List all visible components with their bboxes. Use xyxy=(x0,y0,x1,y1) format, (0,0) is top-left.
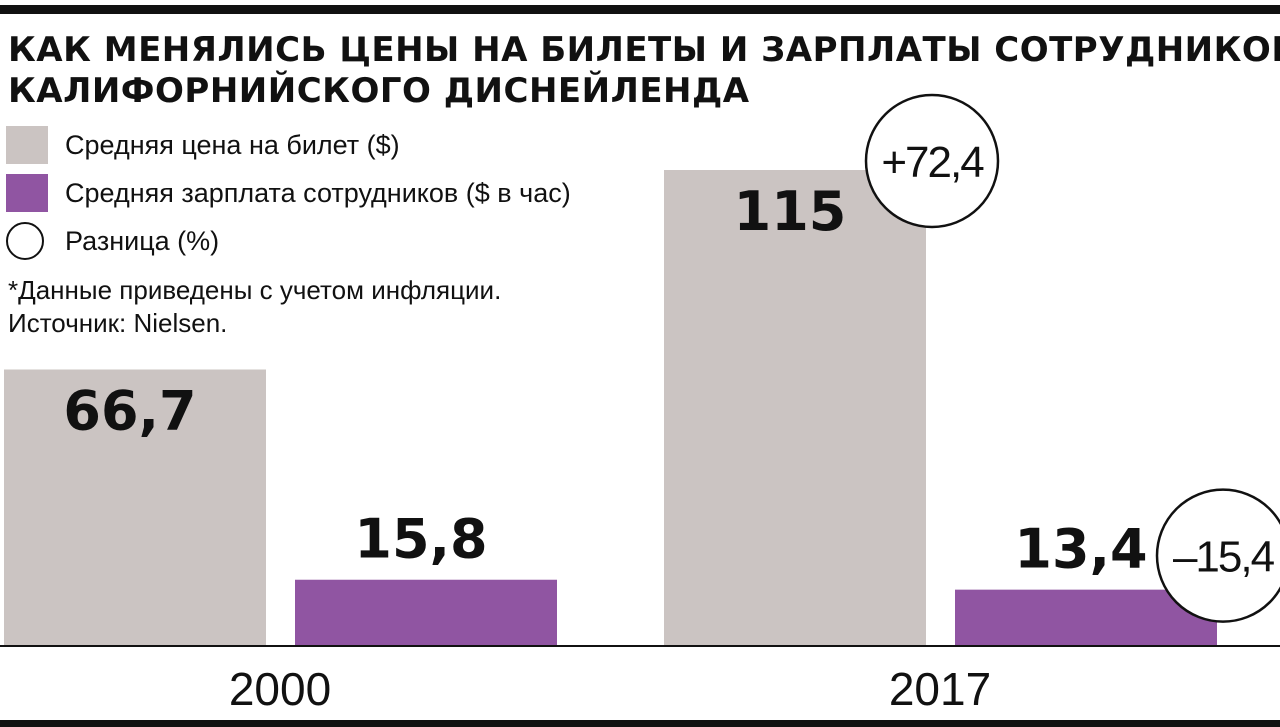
x-tick-label-2017: 2017 xyxy=(889,663,991,715)
x-tick-label-2000: 2000 xyxy=(229,663,331,715)
difference-circle-ticket-price xyxy=(864,93,1000,229)
difference-label-wage: –15,4 xyxy=(1173,533,1275,582)
inflation-note: *Данные приведены с учетом инфляции. xyxy=(8,275,502,305)
source-note: Источник: Nielsen. xyxy=(8,308,228,338)
difference-label-ticket-price: +72,4 xyxy=(881,138,984,187)
bottom-rule xyxy=(0,720,1280,727)
legend-label-ticket-price: Средняя цена на билет ($) xyxy=(65,130,400,160)
top-rule xyxy=(0,5,1280,14)
data-label-ticket-price-2000: 66,7 xyxy=(63,380,196,443)
title-line-2: КАЛИФОРНИЙСКОГО ДИСНЕЙЛЕНДА xyxy=(8,71,750,111)
bar-ticket-price-2000 xyxy=(4,369,266,645)
legend-swatch-ticket-price xyxy=(6,126,48,164)
bar-wage-2000 xyxy=(295,579,557,645)
legend-circle-icon xyxy=(6,222,44,260)
chart-notes: *Данные приведены с учетом инфляции. Ист… xyxy=(8,274,501,340)
data-label-ticket-price-2017: 115 xyxy=(734,180,847,243)
difference-circle-wage xyxy=(1155,488,1280,623)
chart-title: КАК МЕНЯЛИСЬ ЦЕНЫ НА БИЛЕТЫ И ЗАРПЛАТЫ С… xyxy=(8,30,1280,112)
legend-swatch-wage xyxy=(6,174,48,212)
data-label-wage-2017: 13,4 xyxy=(1014,518,1147,581)
data-label-wage-2000: 15,8 xyxy=(354,508,487,571)
legend-label-wage: Средняя зарплата сотрудников ($ в час) xyxy=(65,178,571,208)
bar-ticket-price-2017 xyxy=(664,170,926,645)
title-line-1: КАК МЕНЯЛИСЬ ЦЕНЫ НА БИЛЕТЫ И ЗАРПЛАТЫ С… xyxy=(8,30,1280,70)
legend-label-difference: Разница (%) xyxy=(65,226,220,256)
